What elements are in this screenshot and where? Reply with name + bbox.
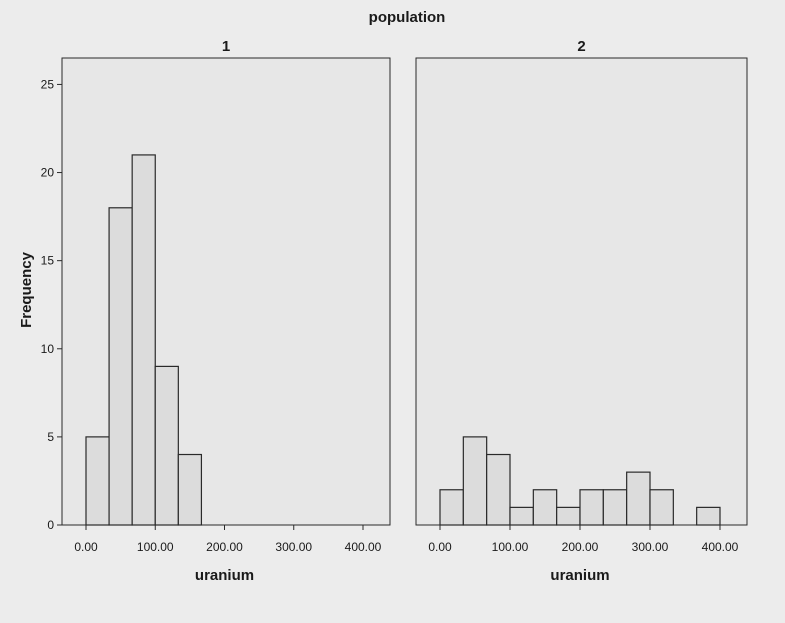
y-tick-label: 20	[41, 166, 55, 180]
histogram-bar	[626, 471, 651, 526]
histogram-bar	[85, 436, 110, 526]
y-tick-label: 10	[41, 342, 55, 356]
histogram-bar	[532, 489, 558, 526]
x-axis-label: uranium	[550, 567, 609, 584]
x-tick-label: 200.00	[562, 540, 599, 554]
histogram-bar	[154, 365, 179, 526]
x-tick-label: 400.00	[702, 540, 739, 554]
x-tick-label: 300.00	[275, 540, 312, 554]
panel-title: 1	[222, 38, 230, 55]
x-tick-label: 300.00	[632, 540, 669, 554]
histogram-bar	[131, 154, 156, 526]
histogram-bar	[649, 489, 674, 526]
x-tick-label: 0.00	[74, 540, 98, 554]
histogram-bar	[486, 453, 511, 526]
panel-2: 2 0.00 100.00 200.00 300.00 400.00 uranium	[415, 38, 748, 584]
panels-group: 10.00 100.00 200.00 300.00 400.00uranium0510…	[41, 38, 748, 584]
x-axis-label: uranium	[195, 567, 254, 584]
x-tick-label: 100.00	[492, 540, 529, 554]
histogram-bar	[579, 489, 604, 526]
histogram-bar	[602, 489, 628, 526]
histogram-bar	[509, 506, 534, 526]
x-tick-label: 0.00	[428, 540, 452, 554]
histogram-bar	[439, 489, 464, 526]
x-tick-label: 200.00	[206, 540, 243, 554]
y-tick-label: 0	[47, 518, 54, 532]
y-axis-label: Frequency	[18, 251, 35, 328]
x-tick-label: 400.00	[345, 540, 382, 554]
y-tick-label: 5	[47, 430, 54, 444]
histogram-bar	[462, 436, 488, 526]
histogram-bar	[177, 453, 203, 526]
y-tick-label: 25	[41, 77, 55, 91]
panel-1: 1 0.00 100.00 200.00 300.00 400.00 uranium 0 5 10…	[41, 38, 391, 584]
histogram-bar	[556, 506, 581, 526]
histogram-bar	[696, 506, 721, 526]
x-tick-label: 100.00	[137, 540, 174, 554]
y-tick-label: 15	[41, 254, 55, 268]
histogram-bar	[108, 207, 133, 526]
panel-title: 2	[577, 38, 585, 55]
chart-title: population	[369, 9, 446, 26]
